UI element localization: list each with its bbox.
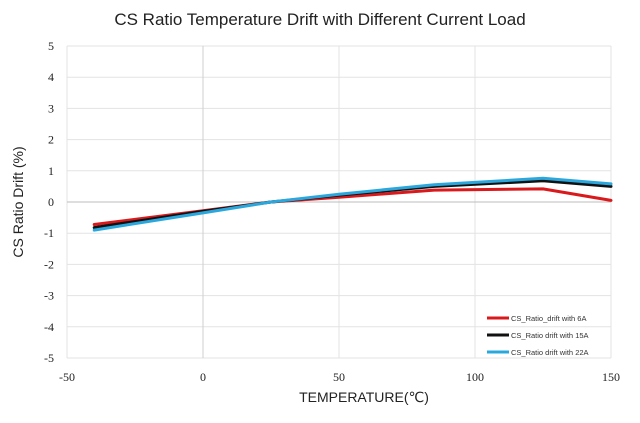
x-tick-label: 100 [466,370,484,384]
chart-title: CS Ratio Temperature Drift with Differen… [114,10,525,29]
y-tick-label: 3 [48,101,54,115]
legend-label: CS_Ratio drift with 22A [511,348,589,357]
y-axis-label: CS Ratio Drift (%) [10,146,26,257]
tick-labels: -5 -4 -3 -2 -1 0 1 2 3 4 5 -50 0 50 100 150 [44,39,620,384]
series-lines [92,176,613,232]
y-tick-label: -5 [44,351,54,365]
y-tick-label: 5 [48,39,54,53]
y-tick-label: 1 [48,164,54,178]
y-tick-label: -1 [44,226,54,240]
y-tick-label: 2 [48,133,54,147]
legend: CS_Ratio_drift with 6A CS_Ratio drift wit… [487,314,589,357]
x-tick-label: -50 [59,370,75,384]
series-line-3 [92,176,613,232]
x-tick-label: 150 [602,370,620,384]
x-tick-label: 0 [200,370,206,384]
legend-label: CS_Ratio_drift with 6A [511,314,586,323]
y-tick-label: -2 [44,257,54,271]
y-tick-label: -3 [44,289,54,303]
x-tick-label: 50 [333,370,345,384]
legend-label: CS_Ratio drift with 15A [511,331,589,340]
y-tick-label: -4 [44,320,54,334]
y-tick-label: 4 [48,70,54,84]
y-tick-label: 0 [48,195,54,209]
grid [66,45,612,359]
x-axis-label: TEMPERATURE(℃) [299,389,429,405]
